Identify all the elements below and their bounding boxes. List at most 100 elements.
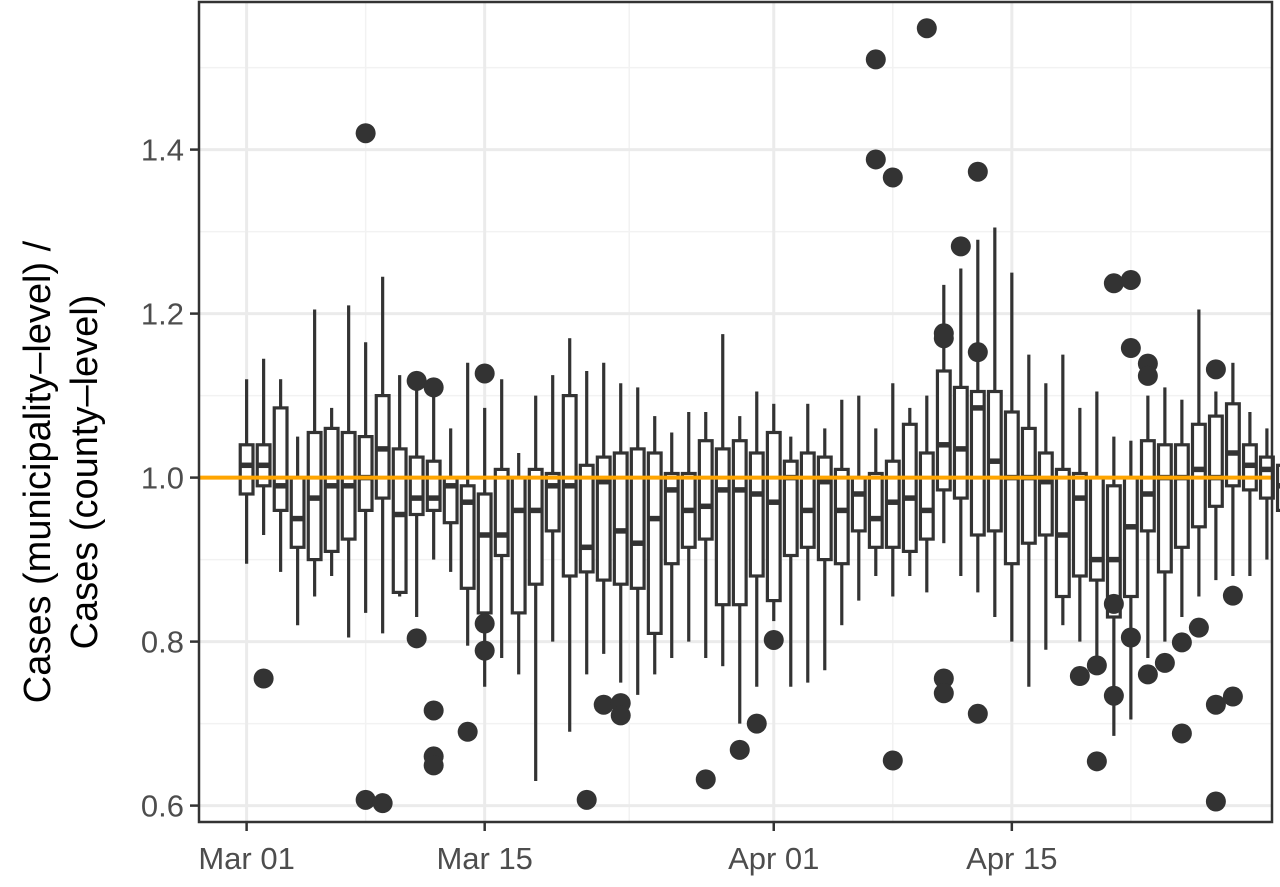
box xyxy=(1054,354,1071,626)
box xyxy=(714,334,731,667)
outlier-point xyxy=(423,700,444,721)
box-iqr xyxy=(935,369,952,492)
outlier-point xyxy=(1154,652,1175,673)
box xyxy=(374,276,391,634)
box xyxy=(952,268,969,576)
x-tick-label: Apr 01 xyxy=(728,841,819,876)
x-tick-label: Apr 15 xyxy=(966,841,1057,876)
box-iqr xyxy=(1224,402,1241,488)
outlier-point xyxy=(1086,751,1107,772)
outlier-point xyxy=(406,628,427,649)
box-iqr xyxy=(867,471,884,549)
y-tick-label: 0.8 xyxy=(141,625,184,660)
box-iqr xyxy=(476,492,493,615)
box-iqr xyxy=(629,447,646,590)
box-iqr xyxy=(816,455,833,562)
outlier-point xyxy=(610,705,631,726)
box-iqr xyxy=(612,451,629,586)
outlier-point xyxy=(933,683,954,704)
outlier-point xyxy=(1103,273,1124,294)
box-iqr xyxy=(782,459,799,558)
box xyxy=(1020,354,1037,687)
box xyxy=(1105,436,1122,736)
box xyxy=(578,371,595,675)
box xyxy=(748,391,765,687)
outlier-point xyxy=(746,713,767,734)
box-iqr xyxy=(1071,471,1088,578)
box xyxy=(1207,391,1224,581)
box xyxy=(1088,391,1105,663)
box xyxy=(1156,387,1173,642)
box-iqr xyxy=(595,455,612,582)
box-iqr xyxy=(408,455,425,517)
box-iqr xyxy=(1207,414,1224,508)
outlier-point xyxy=(1103,685,1124,706)
y-axis-title-line-1: Cases (municipality–level) / xyxy=(17,240,59,703)
outlier-point xyxy=(1188,617,1209,638)
box-iqr xyxy=(1020,426,1037,545)
box xyxy=(544,375,561,642)
box xyxy=(476,407,493,687)
outlier-point xyxy=(1205,359,1226,380)
y-axis-title: Cases (municipality–level) / Cases (coun… xyxy=(17,240,106,703)
box-iqr xyxy=(1088,476,1105,582)
panel-border xyxy=(197,0,1274,824)
outlier-point xyxy=(576,789,597,810)
outlier-point xyxy=(967,161,988,182)
box xyxy=(442,428,459,572)
box-iqr xyxy=(1139,439,1156,533)
box-iqr xyxy=(1156,443,1173,574)
box xyxy=(731,416,748,724)
box xyxy=(1139,395,1156,658)
outlier-point xyxy=(967,342,988,363)
box xyxy=(289,436,306,626)
box-iqr xyxy=(850,476,867,533)
outlier-point xyxy=(882,167,903,188)
x-tick-label: Mar 01 xyxy=(198,841,294,876)
box-iqr xyxy=(697,439,714,541)
box-iqr xyxy=(646,451,663,635)
outlier-point xyxy=(1086,655,1107,676)
box-iqr xyxy=(1173,443,1190,549)
x-tick-label: Mar 15 xyxy=(436,841,532,876)
outlier-point xyxy=(474,613,495,634)
box xyxy=(1071,407,1088,642)
box xyxy=(884,383,901,597)
box xyxy=(493,379,510,658)
box-iqr xyxy=(1105,484,1122,619)
box-iqr xyxy=(544,471,561,533)
box-iqr xyxy=(357,435,374,513)
outlier-point xyxy=(763,629,784,650)
boxes-layer xyxy=(238,227,1280,781)
outlier-point xyxy=(933,328,954,349)
box-iqr xyxy=(1122,476,1139,599)
outlier-point xyxy=(406,370,427,391)
box xyxy=(1037,383,1054,650)
outlier-point xyxy=(1205,694,1226,715)
box xyxy=(1190,309,1207,597)
box xyxy=(1224,362,1241,576)
box xyxy=(272,379,289,572)
box-iqr xyxy=(1037,451,1054,537)
outlier-point xyxy=(1222,585,1243,606)
box xyxy=(918,395,935,593)
outlier-point xyxy=(423,377,444,398)
box xyxy=(765,403,782,622)
box-iqr xyxy=(969,389,986,537)
box xyxy=(459,362,476,646)
box-iqr xyxy=(323,426,340,553)
box-iqr xyxy=(901,422,918,553)
box-iqr xyxy=(714,447,731,607)
box-iqr xyxy=(493,467,510,558)
box-iqr xyxy=(799,451,816,549)
box-iqr xyxy=(459,484,476,590)
outlier-point xyxy=(593,694,614,715)
box-iqr xyxy=(527,467,544,586)
outlier-point xyxy=(1069,666,1090,687)
box-iqr xyxy=(1190,422,1207,529)
box xyxy=(969,239,986,593)
box xyxy=(646,416,663,675)
outlier-point xyxy=(355,789,376,810)
y-tick-label: 1.2 xyxy=(141,297,184,332)
